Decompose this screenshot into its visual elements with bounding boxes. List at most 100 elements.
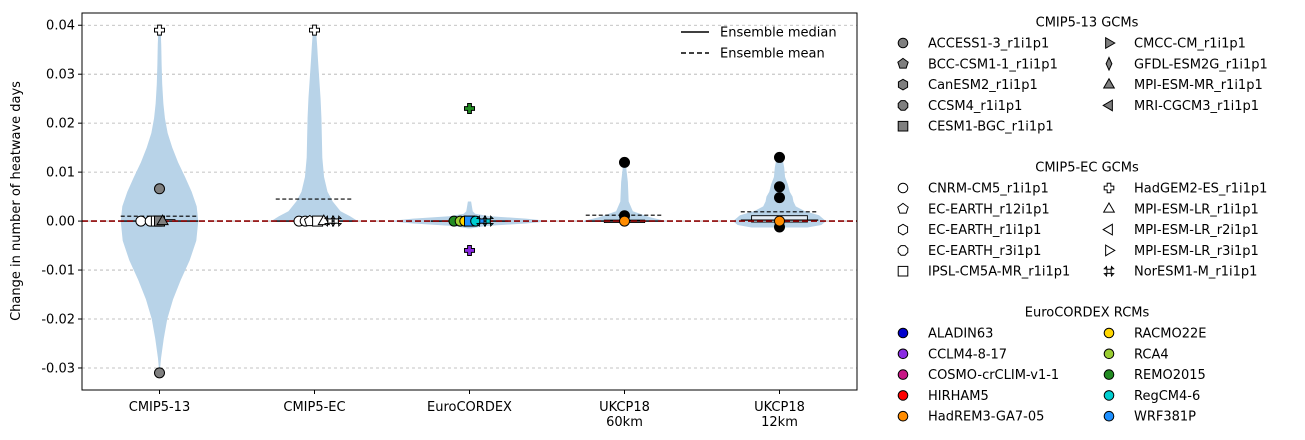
- model-point: [154, 367, 165, 379]
- legend-label: REMO2015: [1134, 368, 1206, 383]
- legend-marker: [1103, 265, 1115, 277]
- legend-label: CMCC-CM_r1i1p1: [1134, 37, 1246, 52]
- legend-label: EC-EARTH_r3i1p1: [928, 244, 1041, 259]
- legend-marker: [1103, 348, 1115, 360]
- y-tick-label: -0.03: [41, 361, 75, 376]
- legend-label: HIRHAM5: [928, 389, 989, 404]
- legend-label: GFDL-ESM2G_r1i1p1: [1134, 57, 1268, 72]
- legend-marker: [1103, 369, 1115, 380]
- legend-marker: [897, 182, 909, 194]
- legend-label: MPI-ESM-LR_r1i1p1: [1134, 202, 1259, 217]
- model-point: [156, 214, 169, 226]
- violin-body: [582, 162, 667, 223]
- legend-label: CCLM4-8-17: [928, 347, 1007, 362]
- legend-marker: [897, 327, 909, 339]
- legend-marker: [897, 37, 909, 49]
- model-point: [619, 215, 630, 227]
- legend-label: COSMO-crCLIM-v1-1: [928, 368, 1059, 383]
- y-tick-label: -0.01: [41, 264, 75, 279]
- y-tick-label: -0.02: [41, 313, 75, 328]
- legend-marker: [1105, 56, 1113, 72]
- model-point: [309, 24, 320, 36]
- legend-marker: [897, 202, 909, 214]
- model-point: [619, 156, 630, 168]
- legend-label: MPI-ESM-LR_r3i1p1: [1134, 244, 1259, 259]
- legend-label: MRI-CGCM3_r1i1p1: [1134, 99, 1259, 114]
- y-axis-label: Change in number of heatwave days: [9, 81, 24, 321]
- violin-body: [271, 30, 358, 223]
- legend-block: EuroCORDEX RCMs ALADIN63 CCLM4-8-17 COSMO-c…: [897, 306, 1206, 425]
- grid-lines: [82, 24, 857, 369]
- legend-label: EC-EARTH_r12i1p1: [928, 202, 1050, 217]
- legend-label: CCSM4_r1i1p1: [928, 99, 1022, 114]
- y-tick-label: 0.00: [46, 215, 75, 230]
- legend-title: EuroCORDEX RCMs: [1025, 306, 1150, 321]
- legend-marker: [897, 120, 909, 132]
- legend-label: RACMO22E: [1134, 327, 1206, 342]
- model-point: [154, 183, 165, 195]
- legend-label: IPSL-CM5A-MR_r1i1p1: [928, 265, 1070, 280]
- y-tick-label: 0.02: [46, 117, 75, 132]
- model-point: [464, 244, 475, 256]
- legend-marker: [897, 57, 909, 69]
- legend-label: ALADIN63: [928, 327, 993, 342]
- y-axis-ticks: 0.04 0.03 0.02 0.01 0.00 -0.01 -0.02 -0.03: [41, 19, 82, 376]
- model-legends: CMIP5-13 GCMs ACCESS1-3_r1i1p1 BCC-CSM1-1_…: [897, 16, 1268, 425]
- inner-legend-label: Ensemble mean: [720, 47, 825, 62]
- legend-label: RCA4: [1134, 347, 1169, 362]
- inner-legend: Ensemble median Ensemble mean: [681, 26, 837, 62]
- model-point: [774, 215, 785, 227]
- legend-label: MPI-ESM-MR_r1i1p1: [1134, 78, 1263, 93]
- y-tick-label: 0.03: [46, 68, 75, 83]
- legend-label: EC-EARTH_r1i1p1: [928, 223, 1041, 238]
- legend-marker: [1105, 244, 1116, 257]
- model-point: [774, 181, 785, 193]
- model-point: [317, 214, 331, 226]
- legend-marker: [1102, 223, 1113, 236]
- legend-label: RegCM4-6: [1134, 389, 1200, 404]
- legend-label: HadREM3-GA7-05: [928, 410, 1044, 425]
- model-point: [135, 215, 147, 227]
- legend-marker: [1103, 327, 1115, 339]
- x-axis-ticks: CMIP5-13 CMIP5-EC EuroCORDEX UKCP18 60km UKCP…: [129, 390, 805, 430]
- violins: [120, 30, 826, 373]
- legend-label: WRF381P: [1134, 410, 1196, 425]
- legend-marker: [897, 348, 909, 360]
- legend-title: CMIP5-EC GCMs: [1035, 161, 1139, 176]
- legend-marker: [897, 390, 909, 401]
- legend-label: NorESM1-M_r1i1p1: [1134, 265, 1257, 280]
- model-point: [464, 102, 475, 114]
- x-tick-label: CMIP5-EC: [283, 400, 345, 415]
- legend-block: CMIP5-EC GCMs CNRM-CM5_r1i1p1 EC-EARTH_r12…: [897, 161, 1267, 280]
- legend-label: ACCESS1-3_r1i1p1: [928, 37, 1049, 52]
- model-point: [330, 215, 343, 228]
- legend-label: MPI-ESM-LR_r2i1p1: [1134, 223, 1259, 238]
- legend-label: CanESM2_r1i1p1: [928, 78, 1038, 93]
- legend-marker: [897, 265, 909, 277]
- model-point: [154, 24, 165, 36]
- legend-label: CESM1-BGC_r1i1p1: [928, 120, 1054, 135]
- legend-marker: [1102, 77, 1116, 89]
- legend-marker: [897, 410, 909, 422]
- legend-marker: [897, 223, 909, 236]
- legend-block: CMIP5-13 GCMs ACCESS1-3_r1i1p1 BCC-CSM1-1_…: [897, 16, 1268, 135]
- legend-marker: [1105, 36, 1116, 50]
- legend-title: CMIP5-13 GCMs: [1036, 16, 1139, 31]
- legend-marker: [1103, 410, 1115, 422]
- legend-marker: [1102, 99, 1113, 112]
- model-point: [482, 215, 495, 228]
- legend-marker: [897, 100, 909, 111]
- model-points: [135, 24, 785, 379]
- legend-label: BCC-CSM1-1_r1i1p1: [928, 57, 1058, 72]
- model-point: [774, 151, 785, 163]
- y-tick-label: 0.04: [46, 19, 75, 34]
- legend-marker: [1103, 182, 1115, 194]
- legend-marker: [897, 78, 909, 91]
- legend-marker: [1103, 390, 1115, 401]
- x-tick-label: UKCP18 12km: [754, 400, 805, 430]
- legend-label: CNRM-CM5_r1i1p1: [928, 182, 1049, 197]
- legend-marker: [1102, 202, 1116, 213]
- y-tick-label: 0.01: [46, 166, 75, 181]
- x-tick-label: EuroCORDEX: [427, 400, 512, 415]
